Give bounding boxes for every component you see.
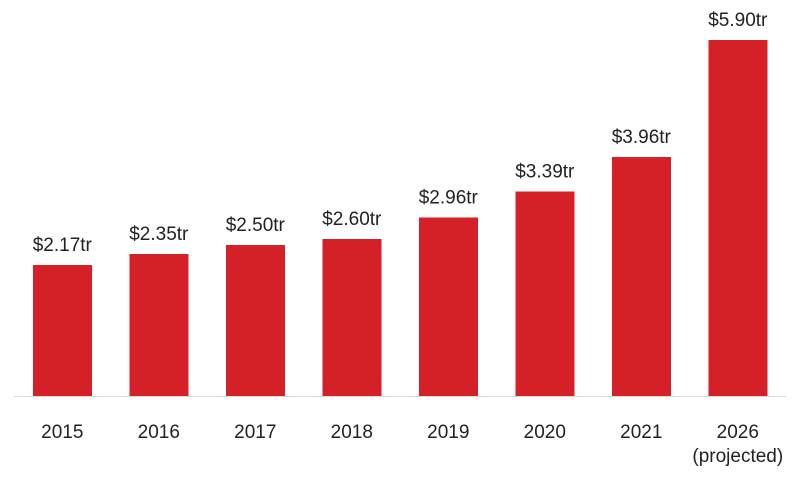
- x-tick-label-5: 2020: [524, 422, 566, 443]
- data-label-1: $2.35tr: [129, 224, 189, 245]
- x-tick-label-2: 2017: [234, 422, 276, 443]
- data-label-4: $2.96tr: [419, 187, 479, 208]
- data-label-3: $2.60tr: [322, 209, 382, 230]
- data-label-5: $3.39tr: [515, 162, 575, 183]
- bar-7: [708, 40, 768, 396]
- bar-4: [418, 217, 478, 396]
- bar-0: [32, 265, 92, 396]
- x-tick-labels-group: 2015 2016 2017 2018 2019 2020 2021 2026 (project…: [41, 422, 783, 467]
- data-label-0: $2.17tr: [33, 235, 93, 256]
- bar-1: [129, 254, 189, 396]
- x-tick-label-0: 2015: [41, 422, 83, 443]
- x-tick-label-3: 2018: [331, 422, 373, 443]
- data-label-2: $2.50tr: [226, 215, 286, 236]
- x-tick-label-1: 2016: [138, 422, 180, 443]
- data-label-7: $5.90tr: [708, 10, 768, 31]
- bar-3: [322, 239, 382, 396]
- data-labels-group: $2.17tr $2.35tr $2.50tr $2.60tr $2.96tr $3.39…: [33, 10, 768, 256]
- data-label-6: $3.96tr: [612, 127, 672, 148]
- x-tick-label-6: 2021: [620, 422, 662, 443]
- x-tick-label-7: 2026 (projected): [692, 422, 783, 467]
- x-tick-label-4: 2019: [427, 422, 469, 443]
- bar-6: [611, 157, 671, 396]
- bars-group: [32, 40, 768, 396]
- bar-2: [225, 245, 285, 396]
- bar-5: [515, 191, 575, 396]
